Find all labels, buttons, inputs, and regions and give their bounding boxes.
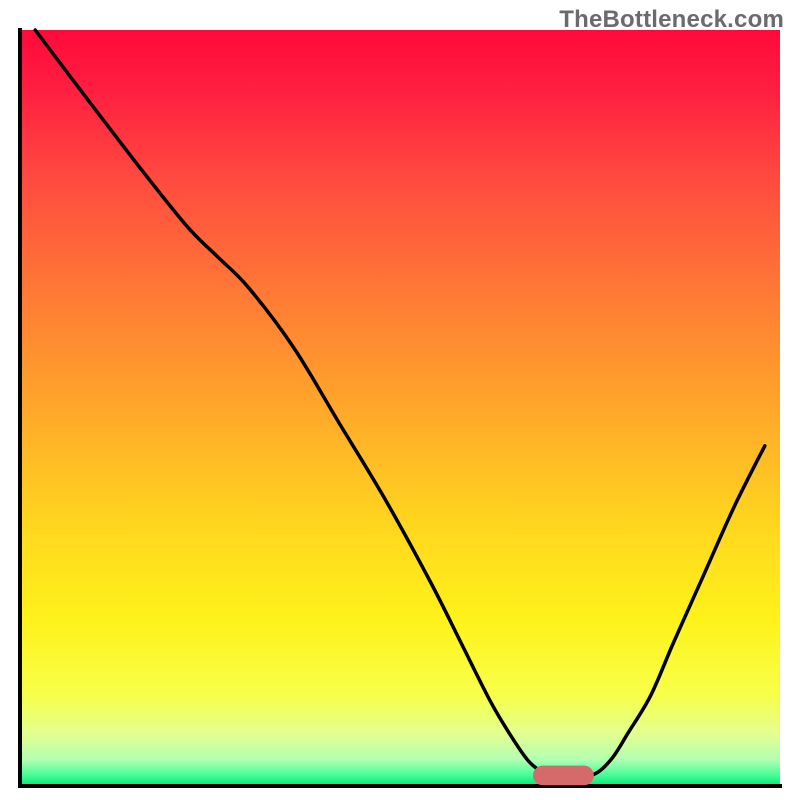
plot-background [20,30,780,786]
chart-svg [0,0,800,800]
watermark-label: TheBottleneck.com [559,6,784,34]
bottleneck-chart: TheBottleneck.com [0,0,800,800]
optimal-range-marker [533,766,594,786]
